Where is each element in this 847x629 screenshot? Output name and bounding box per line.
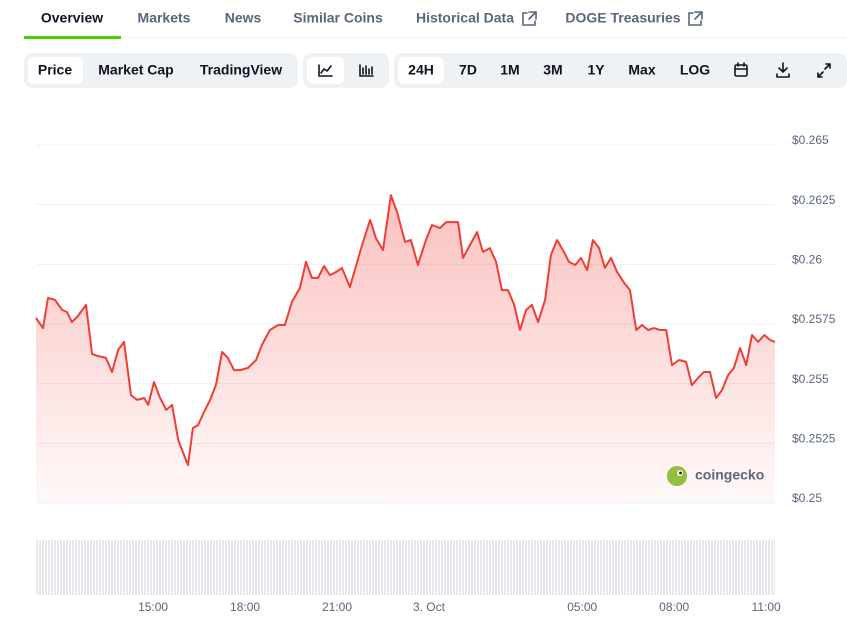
price-line xyxy=(35,194,776,467)
fullscreen-icon[interactable] xyxy=(817,63,831,78)
line-chart-icon[interactable] xyxy=(318,64,333,77)
range-button[interactable]: 7D xyxy=(459,62,477,78)
active-button xyxy=(28,57,83,84)
view-button[interactable]: Market Cap xyxy=(98,62,173,78)
range-button[interactable]: 3M xyxy=(543,62,562,78)
tab[interactable]: Markets xyxy=(138,10,191,26)
x-tick-label: 15:00 xyxy=(138,600,168,614)
y-tick-label: $0.2625 xyxy=(792,193,836,207)
range-button[interactable]: Max xyxy=(628,62,655,78)
y-tick-label: $0.26 xyxy=(792,253,822,267)
y-tick-label: $0.265 xyxy=(792,133,829,147)
external-link-icon xyxy=(522,11,703,26)
tab[interactable]: Similar Coins xyxy=(293,10,383,26)
active-button xyxy=(398,57,444,84)
view-button[interactable]: Price xyxy=(38,62,72,78)
area xyxy=(36,195,775,503)
calendar-icon[interactable] xyxy=(734,62,748,77)
view-group xyxy=(24,53,298,88)
view-button[interactable]: TradingView xyxy=(200,62,282,78)
active-tab-indicator xyxy=(24,36,121,39)
y-tick-label: $0.25 xyxy=(792,491,822,505)
volume-band xyxy=(36,540,775,595)
range-group xyxy=(394,53,847,88)
x-tick-label: 11:00 xyxy=(752,600,781,614)
tab[interactable]: News xyxy=(225,10,262,26)
x-tick-label: 05:00 xyxy=(567,600,597,614)
range-button[interactable]: 1M xyxy=(500,62,519,78)
x-tick-label: 21:00 xyxy=(322,600,352,614)
y-tick-label: $0.2575 xyxy=(792,312,836,326)
x-tick-label: 3. Oct xyxy=(413,600,446,614)
range-button[interactable]: 24H xyxy=(408,62,434,78)
range-button[interactable]: 1Y xyxy=(587,62,605,78)
y-tick-label: $0.2525 xyxy=(792,432,836,446)
range-button[interactable]: LOG xyxy=(680,62,710,78)
tab[interactable]: Overview xyxy=(41,10,103,26)
y-tick-label: $0.255 xyxy=(792,372,829,386)
tab[interactable]: Historical Data xyxy=(416,10,514,26)
candle-chart-icon[interactable] xyxy=(359,64,374,77)
x-tick-label: 18:00 xyxy=(230,600,260,614)
tab[interactable]: DOGE Treasuries xyxy=(565,10,680,26)
x-tick-label: 08:00 xyxy=(659,600,689,614)
download-icon[interactable] xyxy=(776,62,790,78)
